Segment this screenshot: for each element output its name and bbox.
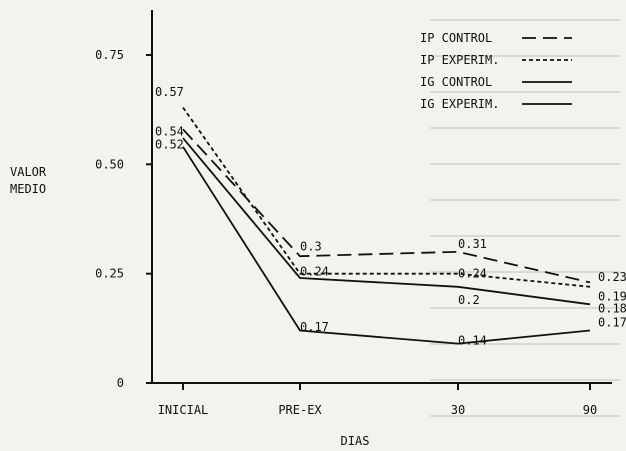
- y-axis-label-line-2: MEDIO: [10, 182, 46, 196]
- y-axis-ticks: 0 0.25 0.50 0.75: [95, 48, 152, 390]
- data-label: 0.2: [458, 293, 480, 307]
- series-line: [182, 137, 591, 306]
- data-label: 0.19: [598, 289, 626, 303]
- y-tick-label: 0.25: [95, 267, 124, 281]
- data-label: 0.31: [458, 237, 487, 251]
- data-label: 0.24: [300, 264, 329, 278]
- data-label: 0.52: [155, 138, 184, 152]
- legend-label: IG EXPERIM.: [420, 97, 499, 111]
- legend-label: IP CONTROL: [420, 31, 492, 45]
- y-tick-label: 0: [117, 376, 124, 390]
- data-labels: 0.57 0.540.52 0.3 0.24 0.17 0.31 0.24 0.2 0.14 0.…: [155, 85, 626, 347]
- legend-label: IG CONTROL: [420, 75, 492, 89]
- data-label: 0.17: [300, 320, 329, 334]
- x-tick-label: 30: [451, 403, 465, 417]
- x-axis-label: DIAS: [341, 434, 370, 448]
- data-label: 0.54: [155, 125, 184, 139]
- data-label: 0.14: [458, 334, 487, 348]
- data-label: 0.24: [458, 267, 487, 281]
- series-line: [182, 128, 591, 284]
- axes: [151, 10, 612, 384]
- data-label: 0.18: [598, 302, 626, 316]
- data-series: [182, 106, 591, 345]
- data-label: 0.17: [598, 316, 626, 330]
- x-tick-label: 90: [583, 403, 597, 417]
- data-label: 0.23: [598, 270, 626, 284]
- legend-label: IP EXPERIM.: [420, 53, 499, 67]
- legend: IP CONTROL IP EXPERIM. IG CONTROL IG EXPERI…: [420, 31, 572, 111]
- y-axis-label-line-1: VALOR: [10, 165, 47, 179]
- series-line: [182, 146, 591, 345]
- data-label: 0.57: [155, 85, 184, 99]
- series-line: [182, 106, 591, 288]
- background-text-lines: [430, 19, 620, 417]
- x-tick-label: PRE-EX: [278, 403, 322, 417]
- x-tick-label: INICIAL: [158, 403, 209, 417]
- y-tick-label: 0.75: [95, 48, 124, 62]
- x-axis-ticks: INICIAL PRE-EX 30 90: [158, 383, 597, 417]
- y-tick-label: 0.50: [95, 157, 124, 171]
- data-label: 0.3: [300, 240, 322, 254]
